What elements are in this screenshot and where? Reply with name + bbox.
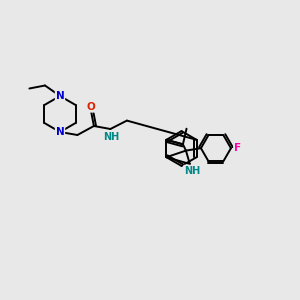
Text: F: F: [234, 143, 241, 153]
Text: N: N: [56, 127, 64, 137]
Text: NH: NH: [103, 132, 119, 142]
Text: NH: NH: [184, 166, 200, 176]
Text: O: O: [86, 102, 95, 112]
Text: N: N: [56, 91, 64, 101]
